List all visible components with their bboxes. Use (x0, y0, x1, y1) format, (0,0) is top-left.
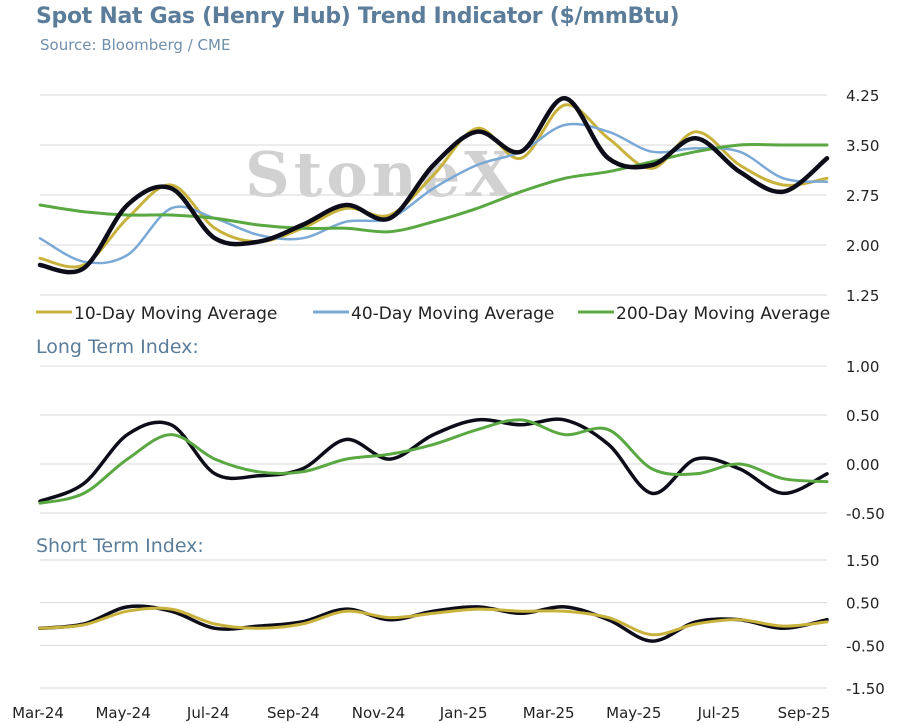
y-tick-label-p1-3: -0.50 (846, 505, 885, 523)
short-term-label: Short Term Index: (36, 535, 204, 557)
y-tick-label-p0-0: 4.25 (846, 87, 879, 105)
y-tick-label-p1-0: 1.00 (846, 358, 879, 376)
y-tick-label-p2-3: -1.50 (846, 680, 885, 698)
watermark-text: StoneX (245, 138, 516, 211)
legend-label-2: 200-Day Moving Average (616, 304, 830, 324)
legend-label-1: 40-Day Moving Average (351, 304, 554, 324)
x-tick-label-1: May-24 (95, 704, 150, 722)
y-tick-label-p2-2: -0.50 (846, 637, 885, 655)
grid-layer (40, 94, 827, 689)
series-line-p2-1 (38, 606, 829, 637)
y-tick-label-p1-2: 0.00 (846, 456, 879, 474)
x-tick-label-7: May-25 (606, 704, 661, 722)
y-tick-label-p1-1: 0.50 (846, 407, 879, 425)
x-tick-label-0: Mar-24 (12, 704, 64, 722)
chart-title: Spot Nat Gas (Henry Hub) Trend Indicator… (36, 4, 680, 29)
x-tick-label-3: Sep-24 (267, 704, 320, 722)
x-tick-label-5: Jan-25 (439, 704, 488, 722)
chart-subtitle: Source: Bloomberg / CME (40, 36, 231, 54)
long-term-label: Long Term Index: (36, 336, 199, 358)
y-tick-label-p0-3: 2.00 (846, 237, 879, 255)
series-line-p1-0 (38, 417, 829, 503)
x-tick-label-9: Sep-25 (778, 704, 831, 722)
series-line-p1-1 (38, 418, 829, 505)
series-layer (37, 96, 830, 643)
series-line-p0-3 (38, 143, 829, 234)
y-tick-label-p2-1: 0.50 (846, 595, 879, 613)
x-tick-label-2: Jul-24 (186, 704, 230, 722)
axis-layer: 4.25 3.50 2.75 2.00 1.25 1.00 0.50 0.00 -0.50 1.5… (12, 87, 885, 722)
y-tick-label-p2-0: 1.50 (846, 552, 879, 570)
series-line-p0-0 (37, 96, 830, 275)
y-tick-label-p0-2: 2.75 (846, 187, 879, 205)
y-tick-label-p0-4: 1.25 (846, 287, 879, 305)
x-tick-label-4: Nov-24 (352, 704, 405, 722)
y-tick-label-p0-1: 3.50 (846, 137, 879, 155)
series-line-p0-1 (38, 103, 829, 269)
series-line-p0-2 (38, 122, 829, 265)
series-line-p2-0 (38, 604, 829, 643)
x-tick-label-8: Jul-25 (697, 704, 741, 722)
x-tick-label-6: Mar-25 (523, 704, 575, 722)
legend-layer: 10-Day Moving Average 40-Day Moving Avera… (36, 304, 830, 324)
legend-label-0: 10-Day Moving Average (74, 304, 277, 324)
